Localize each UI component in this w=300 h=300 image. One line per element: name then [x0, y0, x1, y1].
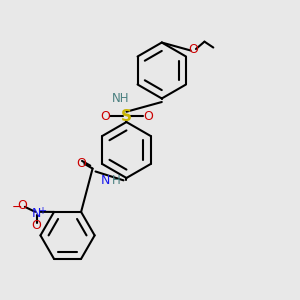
Text: O: O [17, 200, 27, 212]
Text: NH: NH [112, 92, 129, 105]
Text: S: S [121, 109, 132, 124]
Text: O: O [100, 110, 110, 123]
Text: −: − [12, 201, 22, 214]
Text: O: O [143, 110, 153, 123]
Text: +: + [38, 206, 46, 216]
Text: N: N [32, 207, 41, 220]
Text: O: O [76, 157, 86, 170]
Text: N: N [101, 174, 110, 188]
Text: O: O [189, 43, 199, 56]
Text: H: H [112, 174, 121, 188]
Text: O: O [32, 219, 42, 232]
